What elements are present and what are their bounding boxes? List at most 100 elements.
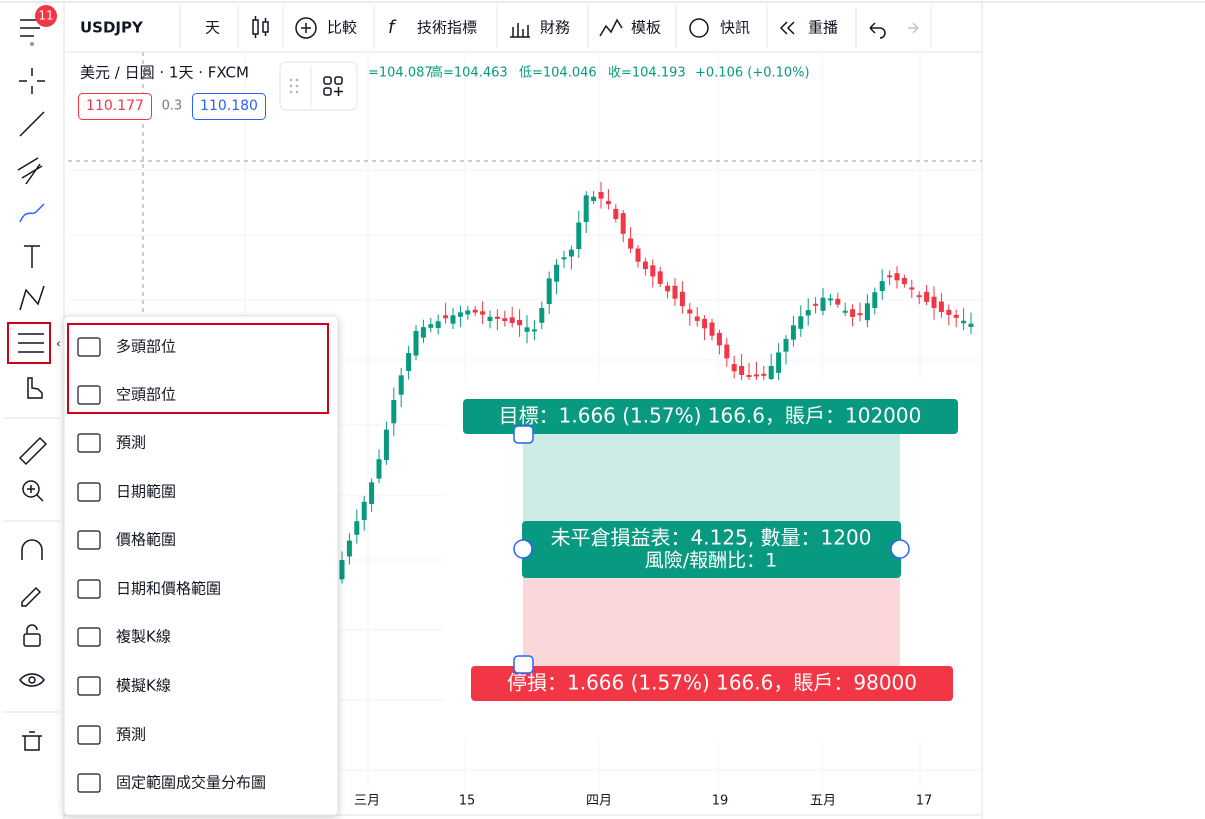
- menu-item[interactable]: 預測: [116, 726, 146, 744]
- brush-tool[interactable]: [19, 203, 45, 223]
- menu-item[interactable]: 空頭部位: [116, 386, 176, 404]
- stop-label: 停損：1.666 (1.57%) 166.6，賬戶：98000: [507, 671, 917, 695]
- candle-body: [798, 316, 804, 329]
- menu-item-icon: [77, 530, 101, 550]
- lock-draw-tool[interactable]: [21, 586, 42, 607]
- candle-body: [509, 317, 515, 324]
- position-tool[interactable]: [18, 333, 44, 353]
- x-axis-label: 17: [916, 794, 933, 809]
- symbol[interactable]: USDJPY: [80, 19, 144, 37]
- redo-icon[interactable]: [908, 22, 919, 34]
- replay-icon: [779, 21, 795, 35]
- candle-body: [813, 303, 819, 306]
- candle-body: [554, 264, 560, 282]
- toolbar-button[interactable]: 財務: [540, 19, 570, 37]
- candles: [339, 181, 974, 584]
- selected-tool-highlight: [7, 322, 51, 364]
- candle-body: [613, 208, 619, 219]
- menu-item[interactable]: 預測: [116, 434, 146, 452]
- menu-item[interactable]: 日期和價格範圍: [116, 580, 221, 598]
- candle-body: [805, 310, 811, 316]
- x-axis-label: 19: [712, 794, 729, 809]
- candle-body: [420, 327, 426, 338]
- candle-body: [487, 316, 493, 322]
- drag-handle[interactable]: [289, 78, 299, 94]
- handles[interactable]: [513, 425, 910, 674]
- legend-low: 低=104.046: [519, 66, 597, 81]
- menu-items: 多頭部位空頭部位預測日期範圍價格範圍日期和價格範圍複製K線模擬K線預測固定範圍成…: [77, 337, 266, 793]
- candle-body: [539, 308, 545, 323]
- menu-item[interactable]: 多頭部位: [116, 338, 176, 356]
- fib-tool[interactable]: [17, 157, 43, 185]
- hand-tool[interactable]: [27, 377, 43, 399]
- menu-item[interactable]: 價格範圍: [116, 531, 176, 549]
- menu-item[interactable]: 模擬K線: [116, 677, 171, 695]
- lock-tool[interactable]: [23, 633, 41, 647]
- toolbar: [179, 6, 932, 48]
- candle-body: [406, 353, 412, 371]
- widget-icon[interactable]: [323, 76, 343, 96]
- buy-price: 110.180: [200, 98, 258, 114]
- candle-body: [428, 324, 434, 328]
- compare-icon: [295, 17, 317, 39]
- candle-body: [383, 429, 389, 461]
- menu-icon[interactable]: [20, 19, 40, 46]
- ruler-tool[interactable]: [18, 436, 48, 466]
- alert-icon: [689, 18, 709, 38]
- magnet-tool[interactable]: [21, 539, 43, 560]
- candle-body: [731, 364, 737, 372]
- candle-body: [857, 313, 863, 316]
- eye-tool[interactable]: [19, 673, 45, 687]
- menu-item-icon: [77, 627, 101, 647]
- crosshair-tool[interactable]: [19, 68, 45, 94]
- sell-button[interactable]: [78, 93, 152, 120]
- menu-item[interactable]: 日期範圍: [116, 483, 176, 501]
- candle-body: [457, 312, 463, 317]
- x-axis-label: 五月: [810, 794, 836, 809]
- expand-arrow[interactable]: ‹: [56, 337, 61, 351]
- tool-menu: [63, 315, 339, 816]
- candle-body: [450, 315, 456, 324]
- trash-tool[interactable]: [22, 731, 42, 751]
- interval[interactable]: 天: [205, 19, 220, 37]
- candle-type-icon[interactable]: [252, 16, 269, 38]
- candle-body: [502, 318, 508, 321]
- candle-body: [583, 195, 589, 223]
- toolbar-button[interactable]: 技術指標: [417, 19, 477, 37]
- candle-body: [761, 373, 767, 376]
- menu-item[interactable]: 複製K線: [116, 628, 171, 646]
- menu-item-icon: [77, 385, 101, 405]
- candle-body: [413, 330, 419, 356]
- candle-body: [746, 374, 752, 377]
- candle-body: [716, 332, 722, 346]
- undo-icon[interactable]: [869, 22, 886, 39]
- toolbar-button[interactable]: 重播: [808, 19, 838, 37]
- candle-body: [517, 319, 523, 326]
- candle-body: [901, 277, 907, 285]
- indicator-icon: f: [388, 17, 397, 38]
- pattern-tool[interactable]: [19, 285, 45, 311]
- candle-body: [724, 344, 730, 359]
- toolbar-button[interactable]: 模板: [631, 19, 661, 37]
- menu-item-icon: [77, 579, 101, 599]
- candle-body: [687, 309, 693, 314]
- candle-body: [472, 309, 478, 313]
- candle-body: [443, 315, 449, 319]
- toolbar-button[interactable]: 快訊: [720, 19, 750, 37]
- trend-line-tool[interactable]: [19, 111, 45, 137]
- candle-body: [938, 301, 944, 313]
- text-tool[interactable]: [24, 245, 40, 268]
- x-axis-label: 15: [459, 794, 476, 809]
- target-label: 目標：1.666 (1.57%) 166.6，賬戶：102000: [499, 404, 922, 428]
- toolbar-button[interactable]: 比較: [327, 19, 357, 37]
- menu-item-icon: [77, 433, 101, 453]
- buy-button[interactable]: [192, 93, 266, 120]
- pnl-label: 未平倉損益表：4.125, 數量：1200: [551, 526, 872, 550]
- candle-body: [916, 295, 922, 298]
- menu-item[interactable]: 固定範圍成交量分布圖: [116, 774, 266, 792]
- candle-body: [961, 320, 967, 324]
- candle-body: [546, 278, 552, 305]
- candle-body: [968, 323, 974, 328]
- candle-body: [864, 303, 870, 321]
